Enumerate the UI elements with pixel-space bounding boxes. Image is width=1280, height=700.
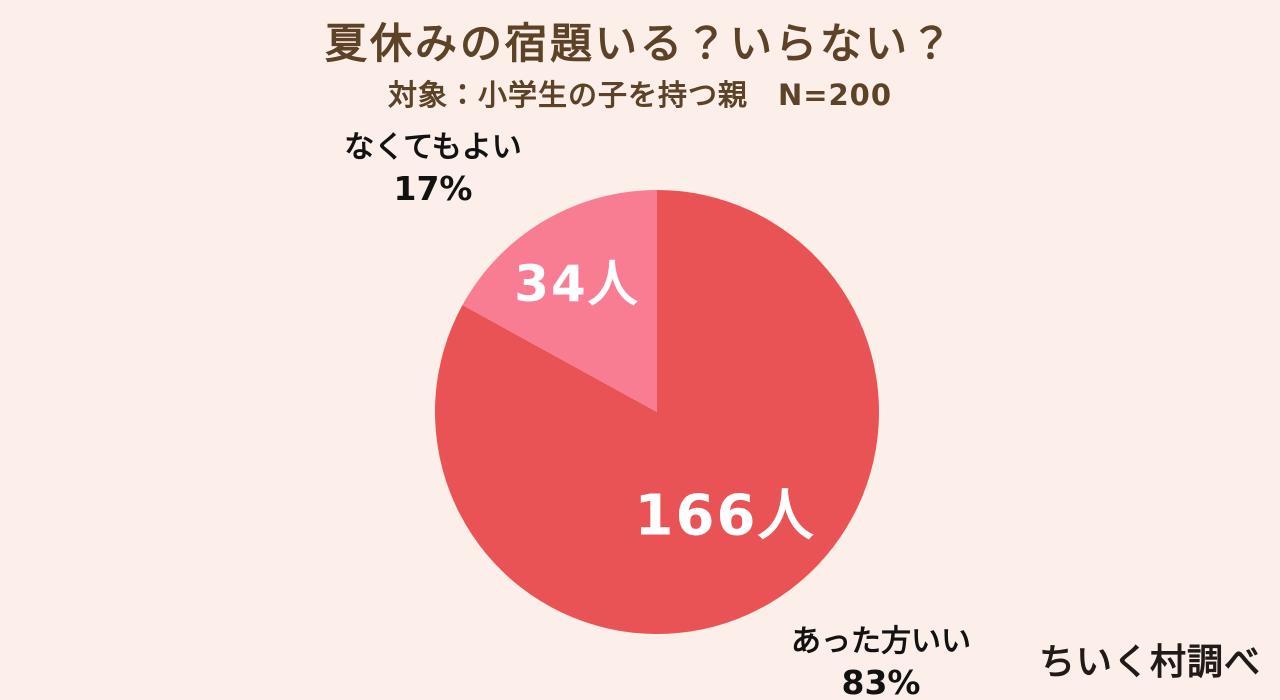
label-attahouii: あった方いい 83%: [791, 622, 971, 700]
chart-title: 夏休みの宿題いる？いらない？: [324, 19, 955, 68]
slice-count-attahouii: 166人: [634, 483, 816, 549]
slice-name-label: あった方いい: [791, 624, 971, 659]
credit-label: ちいく村調べ: [1038, 642, 1262, 683]
label-nakutemoyoi: なくてもよい 17%: [344, 128, 522, 210]
slice-percent-label: 83%: [841, 663, 921, 700]
slice-count-nakutemoyoi: 34人: [514, 255, 640, 313]
slice-name-label: なくてもよい: [344, 130, 522, 165]
pie-slice-0: [435, 190, 879, 634]
chart-subtitle: 対象：小学生の子を持つ親 N=200: [387, 78, 893, 112]
pie-chart: [435, 190, 879, 634]
pie-slice-1: [462, 190, 657, 412]
slice-percent-label: 17%: [393, 169, 473, 208]
